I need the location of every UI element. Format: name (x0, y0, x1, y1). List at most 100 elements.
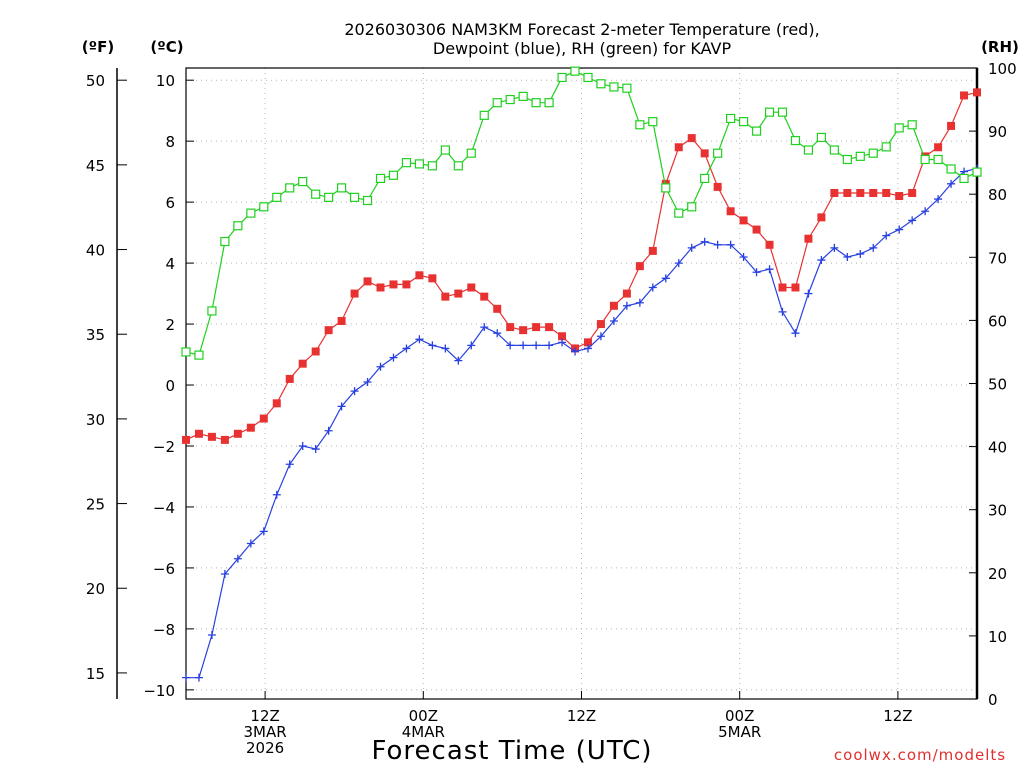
rh-point (868, 148, 878, 158)
temperature-point (778, 283, 787, 292)
fahrenheit-unit-label: (ºF) (82, 38, 114, 56)
fahrenheit-tick-label: 15 (86, 665, 105, 683)
dewpoint-point (480, 323, 489, 332)
temperature-point (441, 292, 450, 301)
dewpoint-point (726, 240, 735, 249)
temperature-point (194, 429, 203, 438)
celsius-tick-label: 10 (156, 72, 175, 90)
rh-point (855, 151, 865, 161)
celsius-tick-label: 8 (165, 133, 175, 151)
temperature-point (583, 338, 592, 347)
temperature-point (674, 143, 683, 152)
chart-title: 2026030306 NAM3KM Forecast 2-meter Tempe… (344, 20, 819, 58)
dewpoint-point (947, 179, 956, 188)
temperature-point (311, 347, 320, 356)
fahrenheit-tick-label: 20 (86, 580, 105, 598)
temperature-point (389, 280, 398, 289)
series-line (186, 168, 978, 679)
temperature-point (272, 399, 281, 408)
rh-point (648, 117, 658, 127)
dewpoint-point (441, 344, 450, 353)
rh-point (609, 82, 619, 92)
rh-point (349, 192, 360, 202)
rh-point (337, 183, 347, 193)
celsius-tick-label: 6 (165, 194, 175, 212)
rh-point (816, 132, 826, 143)
celsius-unit-label: (ºC) (150, 38, 183, 56)
dewpoint-point (493, 329, 502, 338)
rh-tick-label: 30 (988, 502, 1007, 520)
celsius-tick-label: 4 (165, 255, 175, 273)
time-tick-label: 00Z (409, 707, 438, 725)
time-tick-label: 00Z (725, 707, 754, 725)
rh-point (272, 192, 282, 202)
rh-point (713, 148, 723, 158)
dewpoint-point (402, 344, 411, 353)
rh-point (687, 202, 697, 212)
dewpoint-point (415, 335, 424, 344)
dewpoint-point (246, 539, 255, 548)
rh-point (726, 113, 736, 124)
rh-point (401, 158, 412, 168)
dewpoint-point (389, 353, 398, 362)
dewpoint-point (830, 243, 839, 252)
temperature-point (324, 326, 333, 335)
dewpoint-point (558, 338, 567, 347)
rh-point (661, 183, 671, 193)
series-rh (181, 66, 982, 360)
series-2-meter-temperature (182, 88, 981, 444)
dewpoint-point (571, 347, 580, 356)
dewpoint-point (467, 341, 476, 350)
temperature-point (415, 271, 424, 280)
rh-point (622, 83, 632, 93)
rh-tick-label: 40 (988, 439, 1007, 457)
temperature-point (973, 88, 981, 97)
fahrenheit-tick-label: 40 (86, 242, 105, 260)
x-axis-label: Forecast Time (UTC) (371, 736, 652, 766)
temperature-point (934, 143, 943, 152)
dewpoint-point (700, 237, 709, 246)
series-line (185, 91, 978, 441)
temperature-point (350, 289, 359, 298)
source-credit: coolwx.com/modelts (834, 746, 1006, 764)
dewpoint-point (532, 341, 541, 350)
dewpoint-point (506, 341, 515, 350)
rh-point (920, 154, 930, 165)
fahrenheit-axis: 15 20 25 30 35 40 45 50 (86, 72, 127, 683)
rh-point (933, 154, 943, 165)
temperature-point (817, 213, 826, 222)
dewpoint-point (791, 329, 800, 338)
temperature-point (843, 188, 852, 197)
dewpoint-point (298, 441, 307, 450)
dewpoint-point (596, 332, 605, 341)
rh-tick-label: 50 (988, 376, 1007, 394)
temperature-point (454, 289, 463, 298)
dewpoint-point (661, 274, 670, 283)
temperature-point (467, 283, 476, 292)
dewpoint-point (882, 231, 891, 240)
celsius-tick-label: 0 (165, 377, 175, 395)
gridlines (186, 68, 977, 699)
rh-point (700, 173, 710, 184)
rh-point (311, 189, 321, 199)
rh-point (570, 66, 580, 76)
time-tick-label: 3MAR (244, 723, 287, 741)
rh-point (440, 145, 450, 155)
rh-axis: 0 10 20 30 40 50 60 70 80 90 100 (969, 60, 1017, 709)
temperature-point (635, 262, 644, 271)
rh-point (674, 208, 684, 218)
celsius-tick-label: −4 (153, 499, 175, 517)
temperature-point (376, 283, 385, 292)
dewpoint-point (182, 673, 190, 682)
rh-point (298, 176, 308, 187)
time-tick-label: 12Z (883, 707, 912, 725)
temperature-point (882, 188, 891, 197)
rh-point (246, 208, 256, 218)
rh-tick-label: 60 (988, 312, 1007, 330)
temperature-point (765, 240, 774, 249)
dewpoint-point (311, 445, 320, 454)
series-dewpoint (182, 164, 981, 682)
dewpoint-point (765, 265, 774, 274)
dewpoint-point (934, 195, 943, 204)
rh-point (751, 126, 762, 136)
